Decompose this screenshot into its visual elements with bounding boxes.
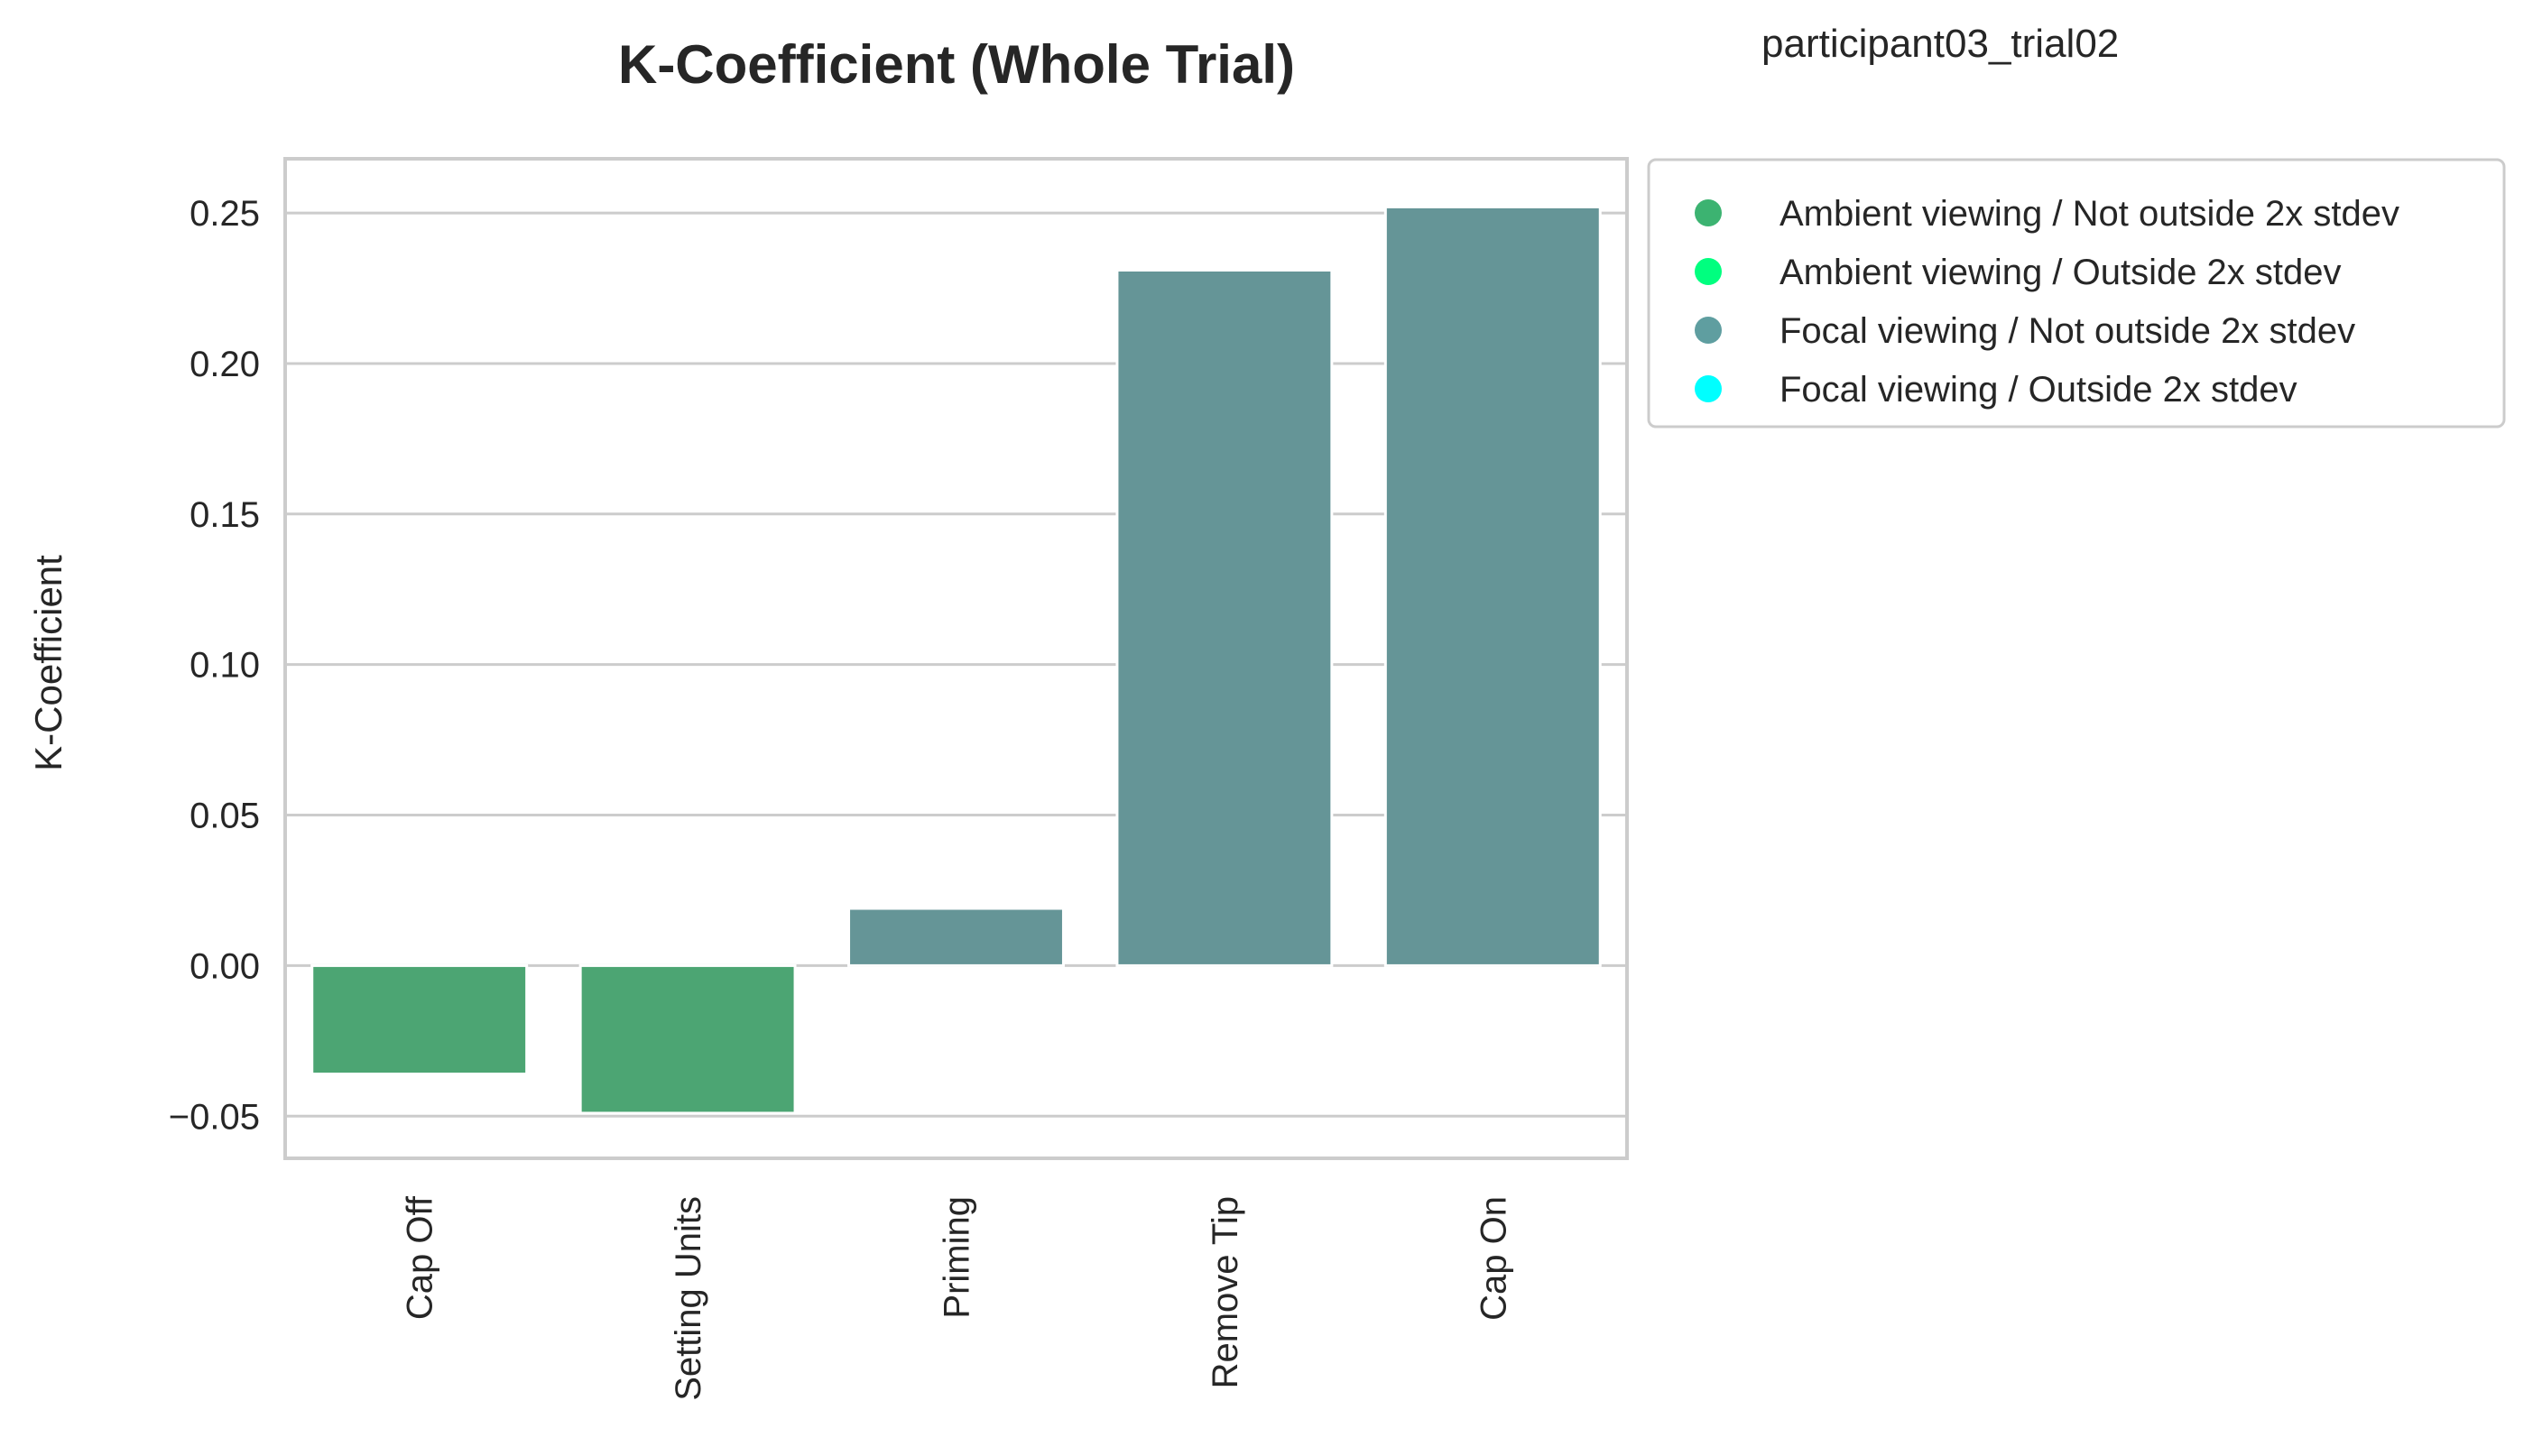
plot-frame xyxy=(283,157,1629,1160)
y-tick-label: 0.20 xyxy=(190,345,260,384)
y-tick-label: 0.05 xyxy=(190,797,260,836)
x-tick-label: Remove Tip xyxy=(1206,1196,1245,1388)
x-tick-label: Cap Off xyxy=(401,1195,440,1320)
legend-label: Focal viewing / Not outside 2x stdev xyxy=(1780,311,2355,351)
y-tick-label: −0.05 xyxy=(169,1097,260,1137)
y-tick-label: 0.15 xyxy=(190,495,260,535)
legend-label: Ambient viewing / Not outside 2x stdev xyxy=(1780,194,2399,234)
legend-frame xyxy=(1647,158,2506,429)
legend-marker xyxy=(1695,375,1722,402)
legend-marker xyxy=(1695,199,1722,226)
x-tick-label: Cap On xyxy=(1474,1196,1513,1321)
bar-cap-off xyxy=(310,963,529,1076)
y-tick-label: 0.00 xyxy=(190,946,260,986)
bar-priming xyxy=(847,907,1065,967)
legend-marker xyxy=(1695,317,1722,344)
y-axis-label: K-Coefficient xyxy=(27,555,69,771)
plot-area xyxy=(283,157,1629,1160)
bar-cap-on xyxy=(1383,205,1602,967)
legend: Ambient viewing / Not outside 2x stdev Am… xyxy=(1647,158,2506,429)
legend-marker xyxy=(1695,258,1722,285)
y-tick-label: 0.25 xyxy=(190,194,260,234)
y-tick-label: 0.10 xyxy=(190,646,260,686)
legend-label: Ambient viewing / Outside 2x stdev xyxy=(1780,253,2342,292)
y-axis-ticks: −0.05 0.00 0.05 0.10 0.15 0.20 0.25 xyxy=(169,194,260,1137)
x-tick-label: Setting Units xyxy=(669,1196,708,1401)
legend-label: Focal viewing / Outside 2x stdev xyxy=(1780,370,2297,410)
x-tick-label: Priming xyxy=(938,1196,977,1319)
chart-subtitle: participant03_trial02 xyxy=(1761,22,2119,66)
bars xyxy=(310,205,1602,1115)
bar-setting-units xyxy=(578,963,797,1115)
x-axis-ticks: Cap Off Setting Units Priming Remove Tip Cap… xyxy=(401,1195,1514,1401)
bar-remove-tip xyxy=(1115,268,1334,967)
chart-title: K-Coefficient (Whole Trial) xyxy=(618,34,1295,95)
